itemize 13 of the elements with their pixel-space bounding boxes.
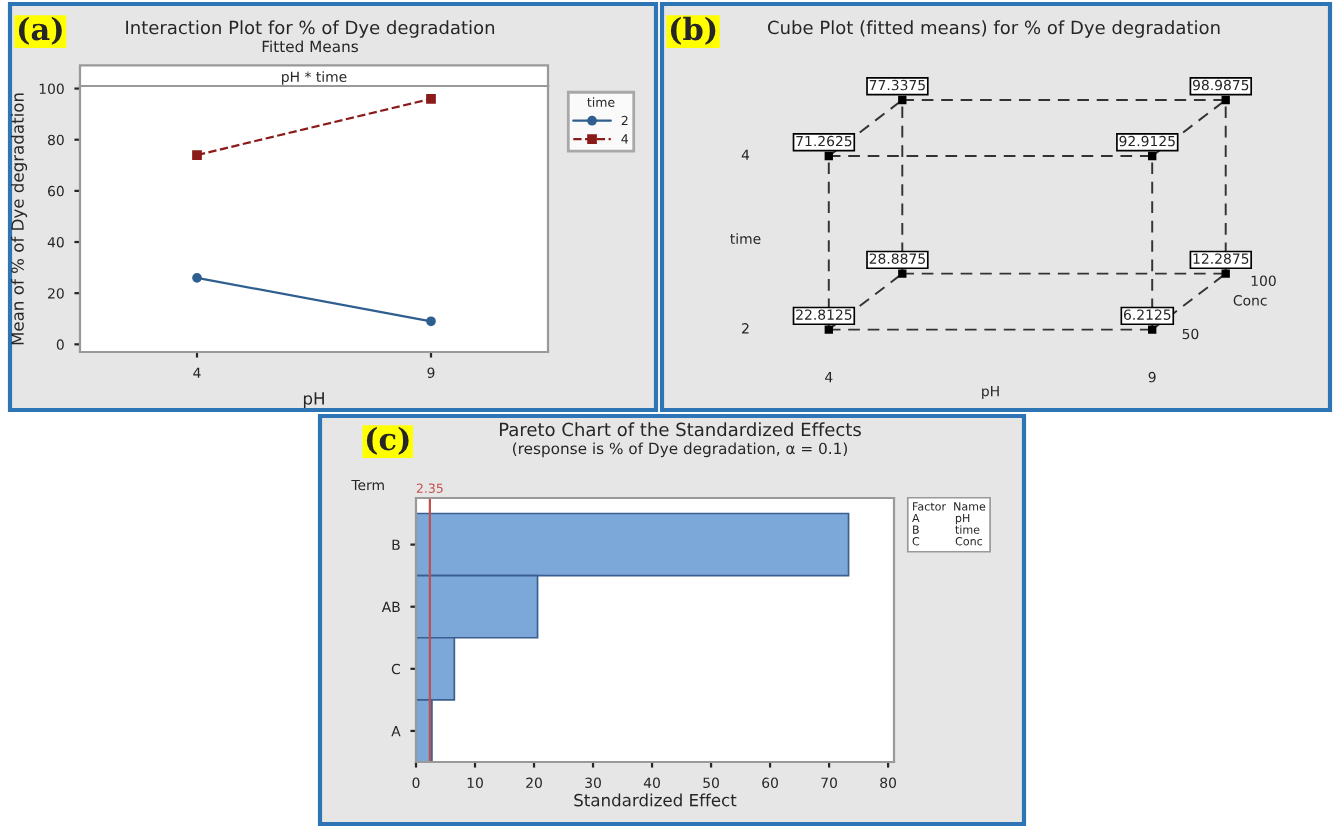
point: [426, 93, 436, 104]
text: (c): [366, 426, 409, 455]
chart-title: Interaction Plot for % of Dye degradation: [126, 20, 495, 38]
chart-title: Pareto Chart of the Standardized Effects: [499, 422, 861, 437]
point: [192, 150, 202, 160]
point: [192, 272, 202, 283]
y-axis-title: Mean of % of Dye degradation: [10, 93, 28, 345]
x-axis-title: Standardized Effect: [574, 793, 737, 807]
text: (a): [18, 16, 62, 45]
point: [426, 316, 436, 327]
text: Cube Plot (fitted means) for % of Dye degradation: [767, 20, 1220, 38]
x-axis-title: pH: [303, 392, 324, 408]
text: (b): [670, 16, 716, 45]
